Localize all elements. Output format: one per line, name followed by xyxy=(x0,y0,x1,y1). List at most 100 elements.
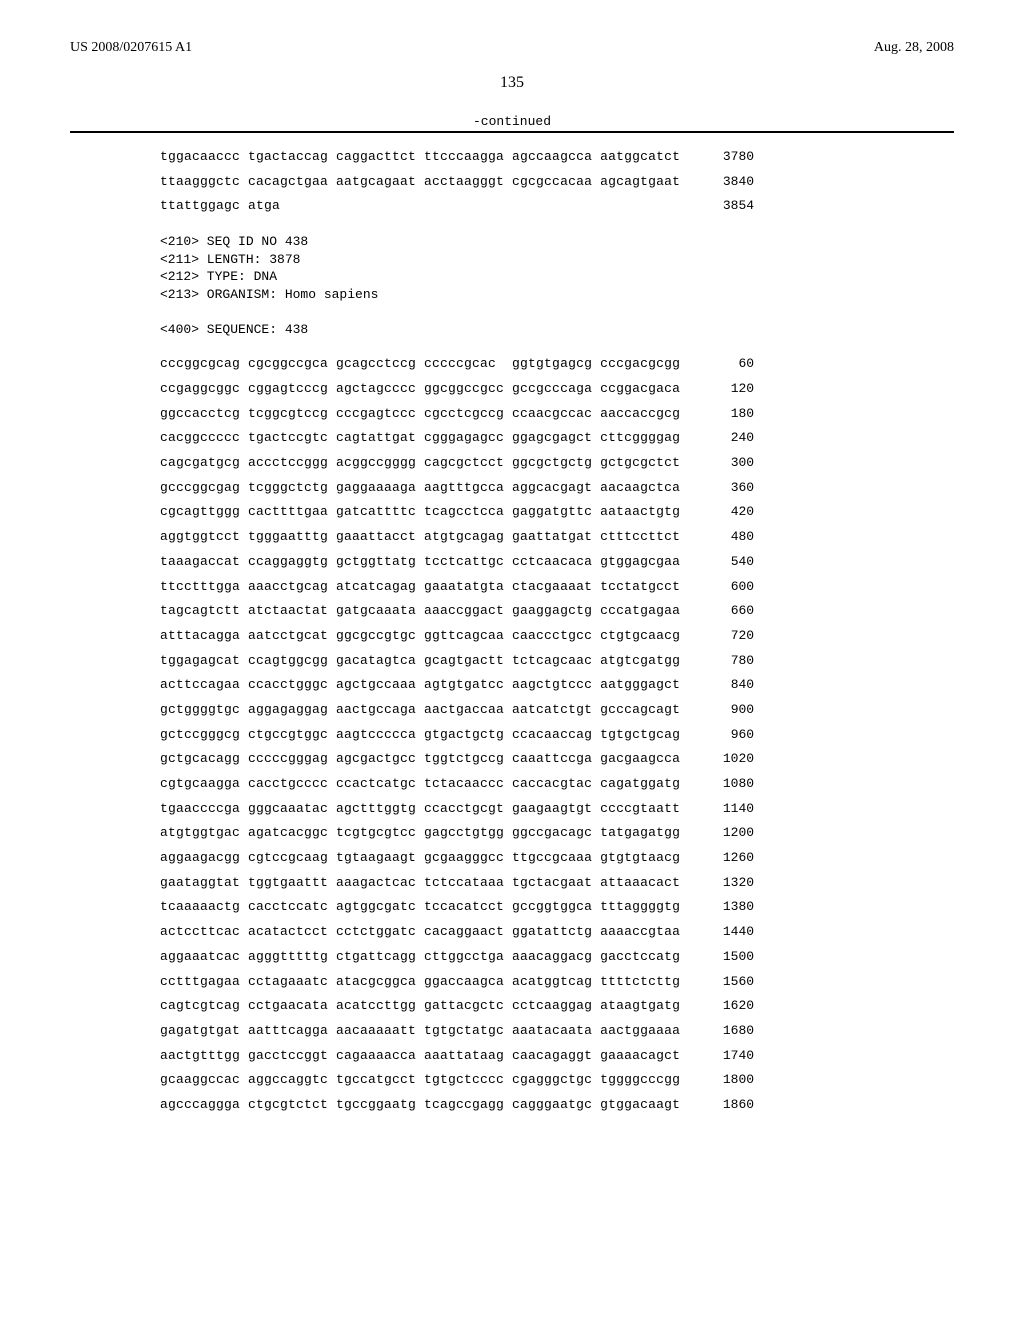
publication-date: Aug. 28, 2008 xyxy=(874,40,954,56)
sequence-row: gctccgggcg ctgccgtggc aagtccccca gtgactg… xyxy=(160,723,954,748)
sequence-groups: gctgcacagg cccccgggag agcgactgcc tggtctg… xyxy=(160,747,680,772)
sequence-position: 1800 xyxy=(694,1068,754,1093)
sequence-position: 900 xyxy=(694,698,754,723)
sequence-groups: taaagaccat ccaggaggtg gctggttatg tcctcat… xyxy=(160,550,680,575)
sequence-groups: aggaagacgg cgtccgcaag tgtaagaagt gcgaagg… xyxy=(160,846,680,871)
sequence-position: 960 xyxy=(694,723,754,748)
sequence-position: 3780 xyxy=(694,145,754,170)
sequence-position: 1140 xyxy=(694,797,754,822)
sequence-groups: ttattggagc atga xyxy=(160,194,680,219)
sequence-position: 540 xyxy=(694,550,754,575)
sequence-groups: tggagagcat ccagtggcgg gacatagtca gcagtga… xyxy=(160,649,680,674)
sequence-row: ttaagggctc cacagctgaa aatgcagaat acctaag… xyxy=(160,170,954,195)
sequence-groups: cctttgagaa cctagaaatc atacgcggca ggaccaa… xyxy=(160,970,680,995)
sequence-row: ggccacctcg tcggcgtccg cccgagtccc cgcctcg… xyxy=(160,402,954,427)
sequence-row: gcccggcgag tcgggctctg gaggaaaaga aagtttg… xyxy=(160,476,954,501)
sequence-groups: tgaaccccga gggcaaatac agctttggtg ccacctg… xyxy=(160,797,680,822)
sequence-position: 1380 xyxy=(694,895,754,920)
sequence-groups: cgtgcaagga cacctgcccc ccactcatgc tctacaa… xyxy=(160,772,680,797)
sequence-position: 180 xyxy=(694,402,754,427)
sequence-groups: tggacaaccc tgactaccag caggacttct ttcccaa… xyxy=(160,145,680,170)
sequence-groups: actccttcac acatactcct cctctggatc cacagga… xyxy=(160,920,680,945)
sequence-row: cacggccccc tgactccgtc cagtattgat cgggaga… xyxy=(160,426,954,451)
sequence-position: 1860 xyxy=(694,1093,754,1118)
sequence-groups: gcccggcgag tcgggctctg gaggaaaaga aagtttg… xyxy=(160,476,680,501)
sequence-position: 1500 xyxy=(694,945,754,970)
sequence-groups: aggtggtcct tgggaatttg gaaattacct atgtgca… xyxy=(160,525,680,550)
sequence-row: gcaaggccac aggccaggtc tgccatgcct tgtgctc… xyxy=(160,1068,954,1093)
sequence-row: cctttgagaa cctagaaatc atacgcggca ggaccaa… xyxy=(160,970,954,995)
sequence-groups: aggaaatcac agggtttttg ctgattcagg cttggcc… xyxy=(160,945,680,970)
sequence-groups: cagtcgtcag cctgaacata acatccttgg gattacg… xyxy=(160,994,680,1019)
sequence-row: cgcagttggg cacttttgaa gatcattttc tcagcct… xyxy=(160,500,954,525)
horizontal-rule xyxy=(70,131,954,133)
sequence-position: 360 xyxy=(694,476,754,501)
sequence-row: tagcagtctt atctaactat gatgcaaata aaaccgg… xyxy=(160,599,954,624)
sequence-position: 660 xyxy=(694,599,754,624)
sequence-position: 240 xyxy=(694,426,754,451)
sequence-row: aggaagacgg cgtccgcaag tgtaagaagt gcgaagg… xyxy=(160,846,954,871)
sequence-position: 1200 xyxy=(694,821,754,846)
sequence-row: tcaaaaactg cacctccatc agtggcgatc tccacat… xyxy=(160,895,954,920)
sequence-row: tggagagcat ccagtggcgg gacatagtca gcagtga… xyxy=(160,649,954,674)
sequence-row: ccgaggcggc cggagtcccg agctagcccc ggcggcc… xyxy=(160,377,954,402)
publication-number: US 2008/0207615 A1 xyxy=(70,40,192,56)
sequence-row: aggaaatcac agggtttttg ctgattcagg cttggcc… xyxy=(160,945,954,970)
top-sequence-block: tggacaaccc tgactaccag caggacttct ttcccaa… xyxy=(160,145,954,219)
sequence-position: 1020 xyxy=(694,747,754,772)
sequence-groups: ccgaggcggc cggagtcccg agctagcccc ggcggcc… xyxy=(160,377,680,402)
sequence-groups: aactgtttgg gacctccggt cagaaaacca aaattat… xyxy=(160,1044,680,1069)
sequence-row: atgtggtgac agatcacggc tcgtgcgtcc gagcctg… xyxy=(160,821,954,846)
page: US 2008/0207615 A1 Aug. 28, 2008 135 -co… xyxy=(0,0,1024,1320)
sequence-row: gagatgtgat aatttcagga aacaaaaatt tgtgcta… xyxy=(160,1019,954,1044)
sequence-row: gctggggtgc aggagaggag aactgccaga aactgac… xyxy=(160,698,954,723)
sequence-groups: gcaaggccac aggccaggtc tgccatgcct tgtgctc… xyxy=(160,1068,680,1093)
sequence-position: 1740 xyxy=(694,1044,754,1069)
sequence-row: tgaaccccga gggcaaatac agctttggtg ccacctg… xyxy=(160,797,954,822)
sequence-groups: acttccagaa ccacctgggc agctgccaaa agtgtga… xyxy=(160,673,680,698)
sequence-groups: atgtggtgac agatcacggc tcgtgcgtcc gagcctg… xyxy=(160,821,680,846)
sequence-groups: gagatgtgat aatttcagga aacaaaaatt tgtgcta… xyxy=(160,1019,680,1044)
sequence-row: cagtcgtcag cctgaacata acatccttgg gattacg… xyxy=(160,994,954,1019)
sequence-groups: cccggcgcag cgcggccgca gcagcctccg cccccgc… xyxy=(160,352,680,377)
sequence-position: 1080 xyxy=(694,772,754,797)
sequence-groups: cagcgatgcg accctccggg acggccgggg cagcgct… xyxy=(160,451,680,476)
sequence-position: 120 xyxy=(694,377,754,402)
sequence-position: 3840 xyxy=(694,170,754,195)
sequence-row: atttacagga aatcctgcat ggcgccgtgc ggttcag… xyxy=(160,624,954,649)
sequence-row: tggacaaccc tgactaccag caggacttct ttcccaa… xyxy=(160,145,954,170)
page-number: 135 xyxy=(70,74,954,92)
sequence-position: 1320 xyxy=(694,871,754,896)
sequence-groups: tcaaaaactg cacctccatc agtggcgatc tccacat… xyxy=(160,895,680,920)
sequence-groups: agcccaggga ctgcgtctct tgccggaatg tcagccg… xyxy=(160,1093,680,1118)
sequence-position: 480 xyxy=(694,525,754,550)
sequence-row: cccggcgcag cgcggccgca gcagcctccg cccccgc… xyxy=(160,352,954,377)
sequence-position: 600 xyxy=(694,575,754,600)
sequence-groups: ttcctttgga aaacctgcag atcatcagag gaaatat… xyxy=(160,575,680,600)
sequence-position: 780 xyxy=(694,649,754,674)
sequence-groups: ttaagggctc cacagctgaa aatgcagaat acctaag… xyxy=(160,170,680,195)
sequence-position: 840 xyxy=(694,673,754,698)
sequence-position: 1440 xyxy=(694,920,754,945)
sequence-position: 60 xyxy=(694,352,754,377)
sequence-groups: cgcagttggg cacttttgaa gatcattttc tcagcct… xyxy=(160,500,680,525)
sequence-position: 1680 xyxy=(694,1019,754,1044)
sequence-position: 1560 xyxy=(694,970,754,995)
sequence-row: gctgcacagg cccccgggag agcgactgcc tggtctg… xyxy=(160,747,954,772)
sequence-position: 1620 xyxy=(694,994,754,1019)
sequence-groups: gctccgggcg ctgccgtggc aagtccccca gtgactg… xyxy=(160,723,680,748)
sequence-row: cgtgcaagga cacctgcccc ccactcatgc tctacaa… xyxy=(160,772,954,797)
sequence-groups: gaataggtat tggtgaattt aaagactcac tctccat… xyxy=(160,871,680,896)
sequence-row: agcccaggga ctgcgtctct tgccggaatg tcagccg… xyxy=(160,1093,954,1118)
sequence-row: ttcctttgga aaacctgcag atcatcagag gaaatat… xyxy=(160,575,954,600)
sequence-row: aactgtttgg gacctccggt cagaaaacca aaattat… xyxy=(160,1044,954,1069)
sequence-position: 420 xyxy=(694,500,754,525)
sequence-position: 3854 xyxy=(694,194,754,219)
main-sequence-block: cccggcgcag cgcggccgca gcagcctccg cccccgc… xyxy=(160,352,954,1117)
sequence-position: 300 xyxy=(694,451,754,476)
sequence-row: acttccagaa ccacctgggc agctgccaaa agtgtga… xyxy=(160,673,954,698)
sequence-row: taaagaccat ccaggaggtg gctggttatg tcctcat… xyxy=(160,550,954,575)
sequence-groups: tagcagtctt atctaactat gatgcaaata aaaccgg… xyxy=(160,599,680,624)
sequence-metadata: <210> SEQ ID NO 438 <211> LENGTH: 3878 <… xyxy=(160,233,954,338)
continued-label: -continued xyxy=(70,114,954,129)
